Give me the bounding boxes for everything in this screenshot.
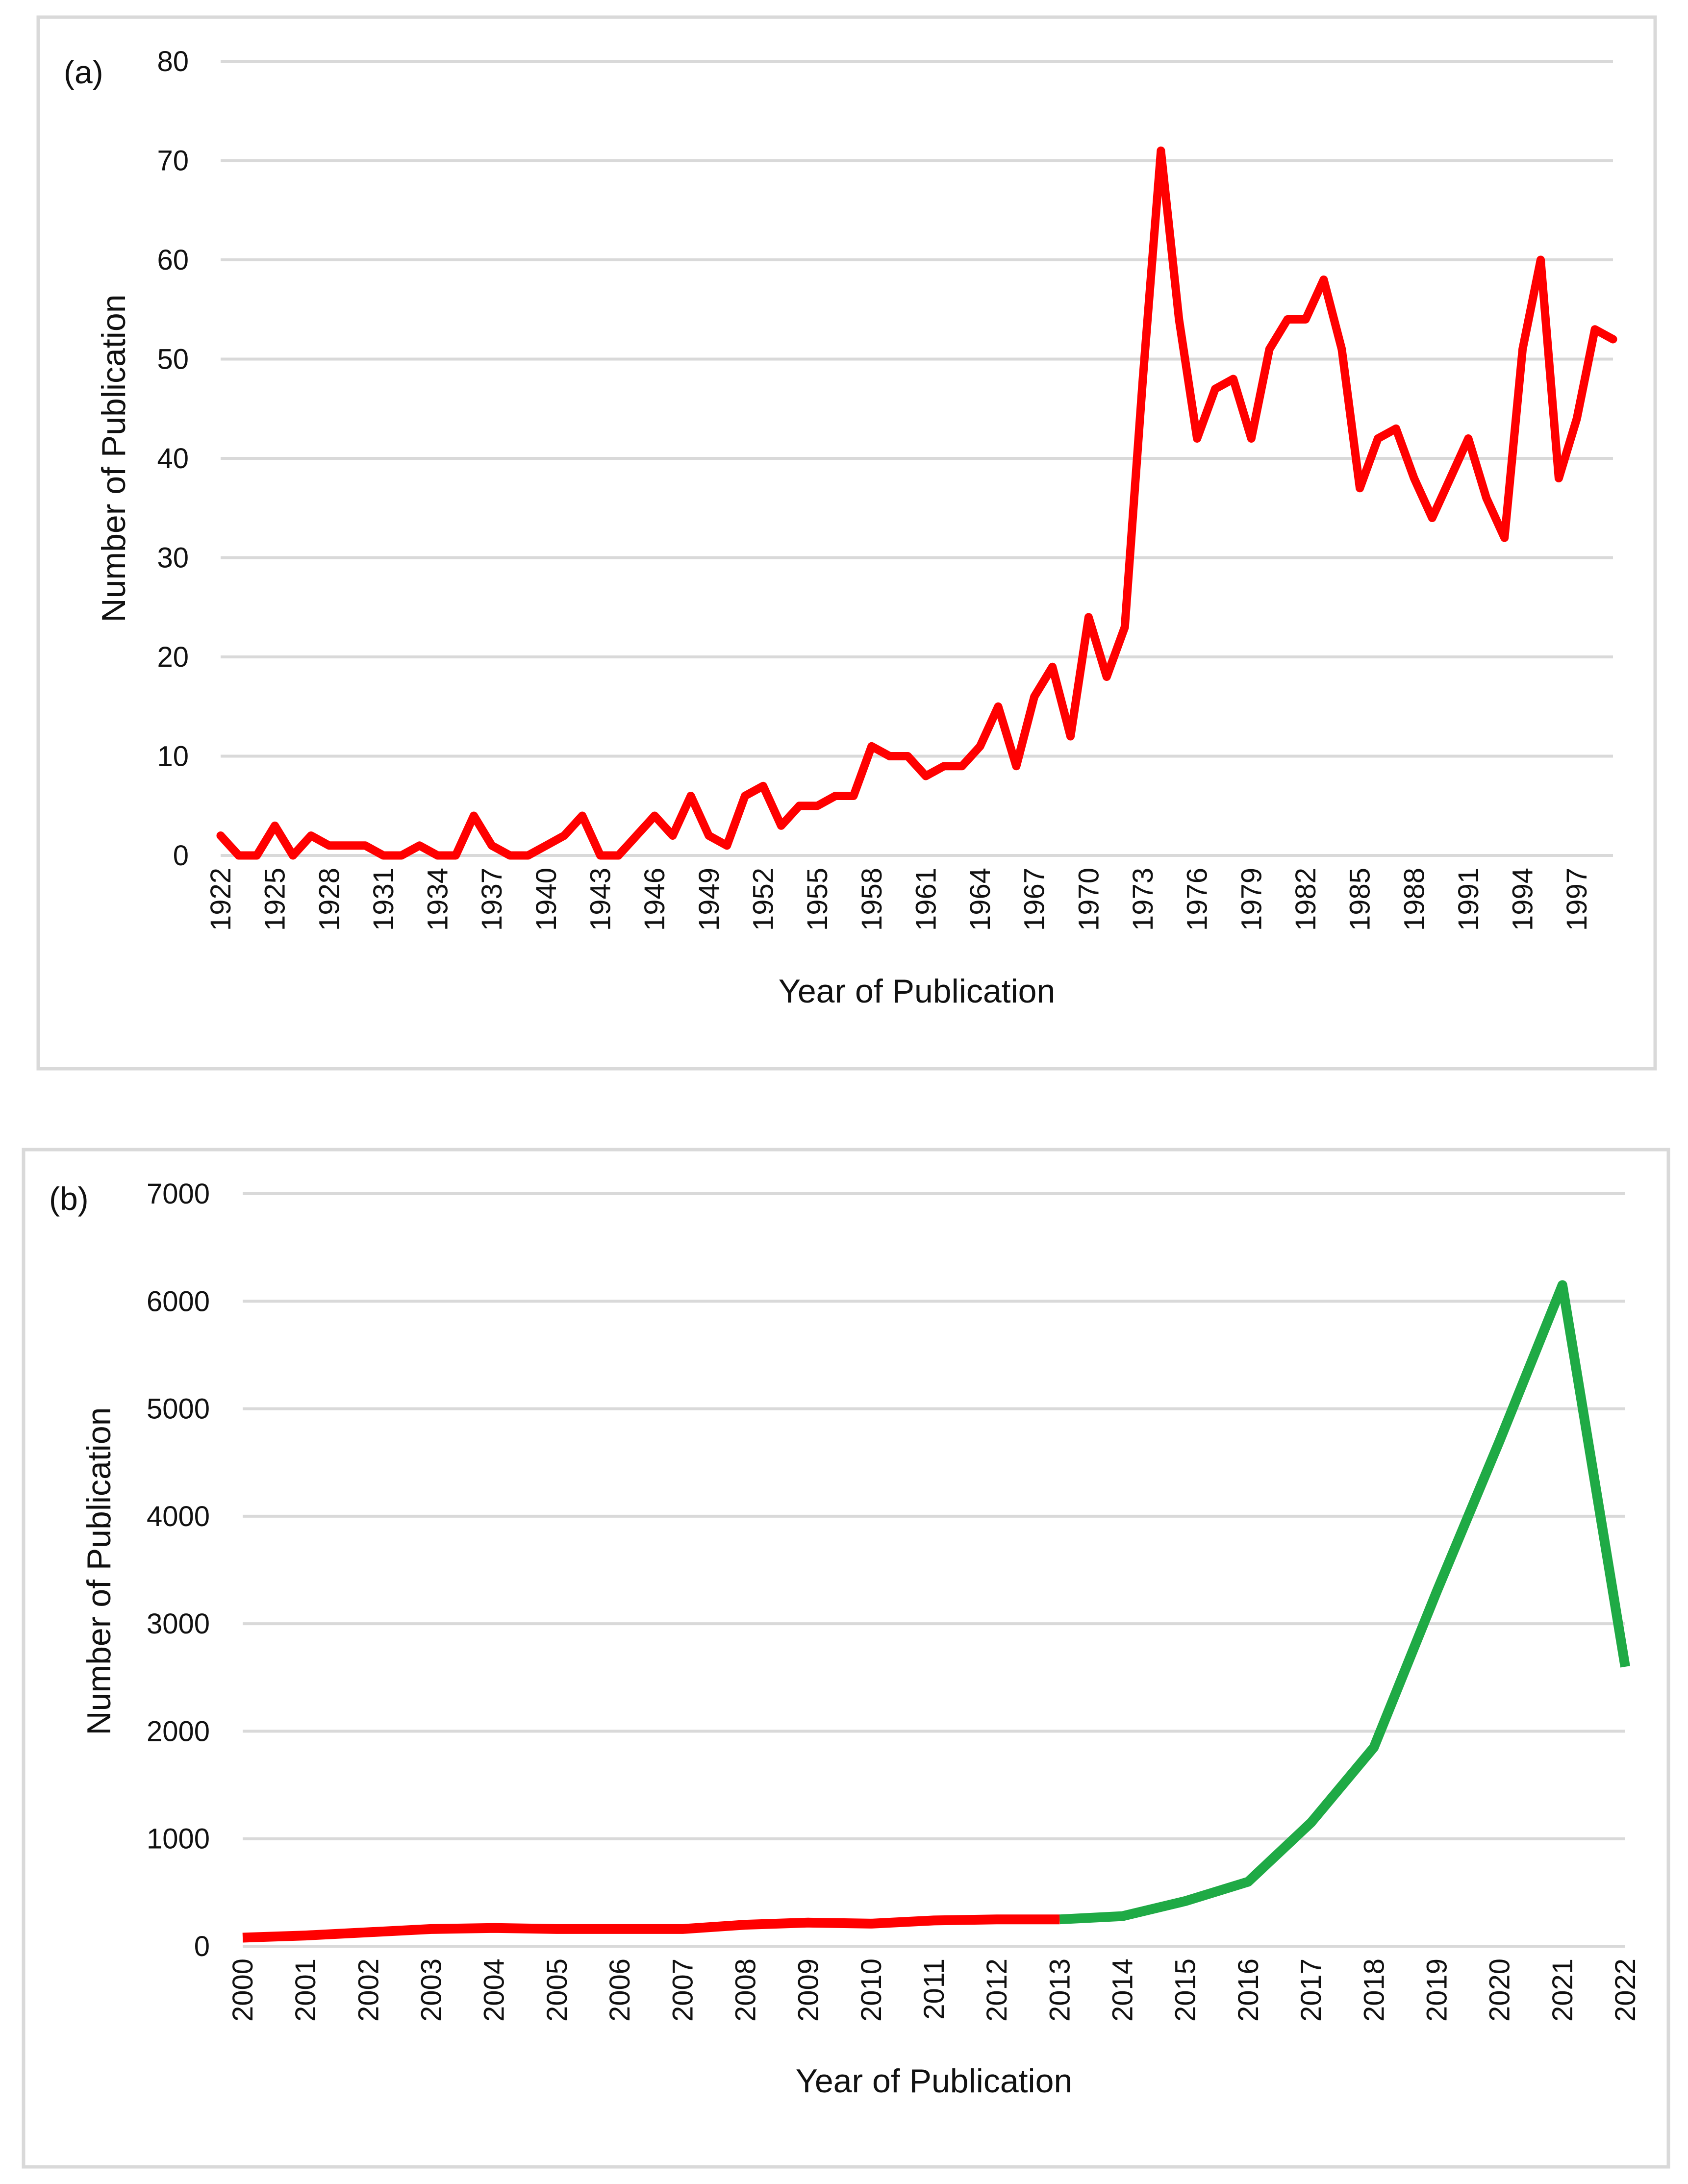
x-tick-label: 2014	[1107, 1958, 1139, 2022]
x-tick-label: 1967	[1019, 868, 1051, 931]
panel-b-x-tick-labels: 2000 2001 2002 2003 2004 2005 2006 2007 2008 2009…	[227, 1958, 1641, 2022]
y-tick-label: 40	[157, 443, 189, 475]
y-tick-label: 5000	[147, 1393, 210, 1425]
y-tick-label: 2000	[147, 1715, 210, 1747]
x-tick-label: 1994	[1507, 868, 1539, 931]
x-tick-label: 2022	[1610, 1958, 1641, 2022]
x-tick-label: 1982	[1290, 868, 1322, 931]
series-line	[216, 146, 1617, 860]
panel-b-series	[242, 1280, 1630, 1943]
panel-b-gridlines	[243, 1192, 1625, 1948]
panel-a-y-tick-labels: 0 10 20 30 40 50 60 70 80	[157, 46, 189, 872]
x-tick-label: 2013	[1044, 1958, 1076, 2022]
y-tick-label: 80	[157, 46, 189, 77]
x-tick-label: 1997	[1561, 868, 1593, 931]
x-tick-label: 1961	[910, 868, 942, 931]
x-tick-label: 2004	[479, 1958, 510, 2022]
x-tick-label: 2019	[1421, 1958, 1453, 2022]
y-tick-label: 1000	[147, 1823, 210, 1855]
panel-b-frame	[22, 1148, 1670, 2169]
x-tick-label: 1931	[368, 868, 400, 931]
x-tick-label: 2017	[1295, 1958, 1327, 2022]
x-tick-label: 1991	[1453, 868, 1485, 931]
y-tick-label: 4000	[147, 1501, 210, 1532]
x-tick-label: 1946	[639, 868, 671, 931]
x-tick-label: 1964	[964, 868, 996, 931]
y-tick-label: 30	[157, 542, 189, 574]
x-tick-label: 2018	[1358, 1958, 1390, 2022]
x-tick-label: 2010	[856, 1958, 887, 2022]
x-tick-label: 1925	[259, 868, 291, 931]
y-tick-label: 7000	[147, 1178, 210, 1210]
x-tick-label: 2003	[416, 1958, 448, 2022]
x-tick-label: 2021	[1547, 1958, 1579, 2022]
x-tick-label: 2009	[793, 1958, 825, 2022]
x-tick-label: 1940	[530, 868, 562, 931]
x-tick-label: 2007	[667, 1958, 699, 2022]
panel-b-y-axis-title: Number of Publication	[80, 1407, 118, 1735]
y-tick-label: 60	[157, 244, 189, 276]
panel-a-series	[216, 146, 1617, 860]
series-line	[242, 1914, 1060, 1943]
x-tick-label: 2011	[918, 1958, 950, 2020]
x-tick-label: 1979	[1235, 868, 1267, 931]
x-tick-label: 2001	[290, 1958, 322, 2022]
y-tick-label: 6000	[147, 1285, 210, 1317]
x-tick-label: 1985	[1344, 868, 1376, 931]
x-tick-label: 2015	[1170, 1958, 1202, 2022]
x-tick-label: 1949	[693, 868, 725, 931]
x-tick-label: 2002	[353, 1958, 384, 2022]
panel-a-x-tick-labels: 1922 1925 1928 1931 1934 1937 1940 1943 1946 1949…	[205, 868, 1593, 931]
x-tick-label: 2008	[730, 1958, 761, 2022]
x-tick-label: 1952	[747, 868, 779, 931]
panel-b-x-axis-title: Year of Publication	[796, 2062, 1073, 2100]
x-tick-label: 1928	[313, 868, 345, 931]
x-tick-label: 1970	[1073, 868, 1105, 931]
x-tick-label: 2006	[604, 1958, 636, 2022]
x-tick-label: 2020	[1484, 1958, 1516, 2022]
x-tick-label: 1955	[802, 868, 833, 931]
y-tick-label: 70	[157, 145, 189, 177]
panel-a-x-axis-title: Year of Publication	[779, 973, 1056, 1010]
y-tick-label: 0	[194, 1931, 210, 1962]
x-tick-label: 2000	[227, 1958, 259, 2022]
x-tick-label: 2012	[981, 1958, 1013, 2022]
x-tick-label: 1973	[1127, 868, 1159, 931]
x-tick-label: 2005	[541, 1958, 573, 2022]
panel-b-y-tick-labels: 0 1000 2000 3000 4000 5000 6000 7000	[147, 1178, 210, 1962]
y-tick-label: 50	[157, 344, 189, 376]
panel-a-frame	[36, 15, 1657, 1071]
x-tick-label: 2016	[1233, 1958, 1264, 2022]
x-tick-label: 1976	[1182, 868, 1213, 931]
x-tick-label: 1943	[585, 868, 617, 931]
x-tick-label: 1937	[476, 868, 508, 931]
y-tick-label: 10	[157, 741, 189, 773]
y-tick-label: 20	[157, 641, 189, 673]
y-tick-label: 3000	[147, 1608, 210, 1640]
panel-b-label: (b)	[49, 1180, 89, 1217]
x-tick-label: 1922	[205, 868, 237, 931]
x-tick-label: 1958	[856, 868, 888, 931]
x-tick-label: 1988	[1398, 868, 1430, 931]
x-tick-label: 1934	[422, 868, 454, 931]
series-line	[1059, 1280, 1630, 1925]
panel-a-y-axis-title: Number of Publication	[95, 294, 132, 622]
y-tick-label: 0	[173, 840, 189, 872]
panel-a-label: (a)	[64, 54, 103, 90]
